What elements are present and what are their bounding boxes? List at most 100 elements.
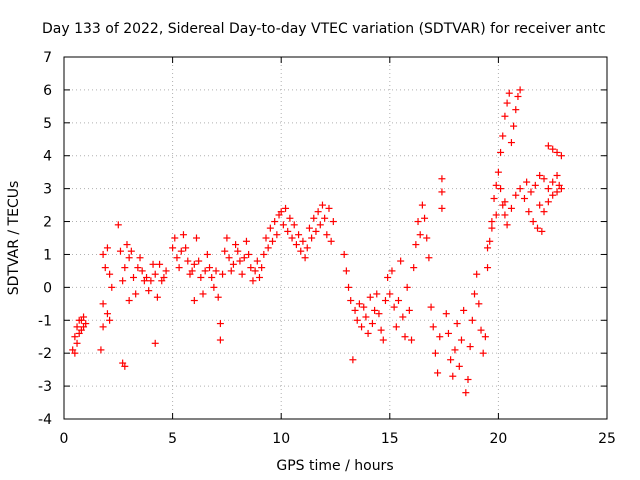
data-point (468, 316, 476, 324)
data-point (375, 310, 383, 318)
data-point (251, 267, 259, 275)
data-point (366, 293, 374, 301)
data-point (353, 316, 361, 324)
data-point (423, 234, 431, 242)
data-point (212, 267, 220, 275)
data-point (371, 306, 379, 314)
data-point (106, 270, 114, 278)
data-point (123, 241, 131, 249)
data-point (318, 201, 326, 209)
data-point (119, 277, 127, 285)
data-point (214, 293, 222, 301)
data-point (410, 264, 418, 272)
data-point (151, 270, 159, 278)
data-point (449, 372, 457, 380)
data-point (216, 320, 224, 328)
data-point (288, 234, 296, 242)
x-tick-label: 5 (168, 431, 177, 447)
data-point (160, 273, 168, 281)
data-point (520, 195, 528, 203)
data-point (103, 244, 111, 252)
data-point (273, 231, 281, 239)
data-point (475, 300, 483, 308)
data-point (99, 250, 107, 258)
data-point (260, 250, 268, 258)
data-point (464, 376, 472, 384)
data-point (381, 297, 389, 305)
data-point (101, 264, 109, 272)
data-point (390, 303, 398, 311)
data-point (305, 224, 313, 232)
data-point (557, 152, 565, 160)
data-point (208, 273, 216, 281)
y-tick-labels: -4 -3 -2 -1 0 1 2 3 4 5 6 7 (38, 50, 52, 428)
data-point (553, 171, 561, 179)
data-point (436, 333, 444, 341)
data-point (531, 181, 539, 189)
data-point (162, 267, 170, 275)
data-point (512, 191, 520, 199)
data-point (125, 297, 133, 305)
data-point (421, 214, 429, 222)
data-point (512, 106, 520, 114)
data-point (397, 257, 405, 265)
data-point (503, 99, 511, 107)
chart-title: Day 133 of 2022, Sidereal Day-to-day VTE… (42, 21, 606, 37)
data-point (516, 86, 524, 94)
data-point (277, 208, 285, 216)
data-point (255, 273, 263, 281)
data-point (536, 171, 544, 179)
data-point (501, 198, 509, 206)
data-point (399, 313, 407, 321)
data-point (544, 185, 552, 193)
data-point (290, 221, 298, 229)
data-point (284, 227, 292, 235)
x-tick-label: 0 (60, 431, 69, 447)
data-point (73, 339, 81, 347)
data-point (292, 241, 300, 249)
data-point (80, 323, 88, 331)
data-point (279, 221, 287, 229)
data-point (447, 356, 455, 364)
data-point (360, 303, 368, 311)
data-point (197, 273, 205, 281)
data-point (253, 257, 261, 265)
data-point (501, 112, 509, 120)
data-point (301, 254, 309, 262)
data-point (327, 237, 335, 245)
data-point (403, 283, 411, 291)
y-tick-label: -2 (38, 346, 52, 362)
data-point (544, 198, 552, 206)
data-point (149, 260, 157, 268)
data-point (179, 231, 187, 239)
data-point (99, 300, 107, 308)
data-point (316, 221, 324, 229)
data-point (182, 244, 190, 252)
data-point (303, 244, 311, 252)
data-point (321, 214, 329, 222)
data-point (503, 221, 511, 229)
data-point (271, 218, 279, 226)
x-axis-label: GPS time / hours (276, 458, 393, 474)
x-tick-label: 20 (489, 431, 507, 447)
data-point (219, 270, 227, 278)
x-tick-label: 15 (381, 431, 399, 447)
data-point (484, 244, 492, 252)
data-point (488, 218, 496, 226)
data-point (355, 300, 363, 308)
data-point (240, 254, 248, 262)
plot-border (63, 56, 608, 420)
data-point (507, 139, 515, 147)
data-point (295, 231, 303, 239)
data-point (377, 326, 385, 334)
data-point (347, 297, 355, 305)
data-point (471, 290, 479, 298)
data-point (497, 148, 505, 156)
data-point (234, 247, 242, 255)
data-point (216, 336, 224, 344)
data-point (418, 201, 426, 209)
data-point (221, 247, 229, 255)
data-point (466, 343, 474, 351)
data-point (153, 293, 161, 301)
data-point (553, 148, 561, 156)
